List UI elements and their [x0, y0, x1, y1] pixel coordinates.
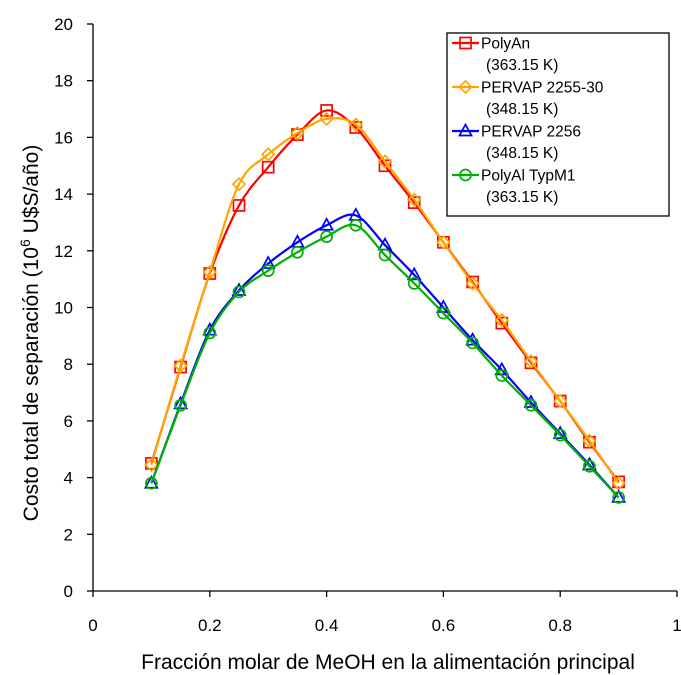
data-point-marker — [320, 104, 333, 117]
y-axis-title-part2: U$S/año) — [20, 145, 43, 240]
data-point-marker — [378, 248, 392, 262]
data-point-marker — [349, 218, 363, 232]
y-axis-title: Costo total de separación (106 U$S/año) — [17, 145, 43, 522]
data-point-marker — [173, 395, 189, 410]
x-tick-label: 0 — [88, 616, 97, 635]
x-axis-title: Fracción molar de MeOH en la alimentació… — [141, 651, 635, 674]
x-tick-label: 0.8 — [548, 616, 572, 635]
legend-entry: PolyAn (363.15 K) — [452, 36, 558, 74]
y-tick-label: 4 — [64, 469, 73, 488]
x-tick-label: 0.2 — [198, 616, 222, 635]
data-point-marker — [290, 125, 305, 141]
data-point-marker — [319, 217, 335, 231]
legend-marker — [459, 168, 472, 182]
series-line — [150, 223, 620, 499]
y-axis-title-part1: Costo total de separación (10 — [20, 247, 43, 521]
data-point-marker — [261, 264, 275, 277]
data-point-marker — [231, 176, 247, 192]
legend: PolyAn (363.15 K) PERVAP 2255-30 (348.15 K)… — [446, 32, 670, 217]
legend-sublabel: (363.15 K) — [486, 57, 558, 74]
data-point-marker — [406, 266, 422, 281]
x-tick-label: 0.4 — [315, 616, 339, 635]
data-point-marker — [436, 235, 451, 250]
x-tick-label: 1 — [672, 616, 681, 635]
legend-label: PolyAl TypM1 — [481, 168, 575, 185]
legend-entry: PERVAP 2256 (348.15 K) — [452, 122, 581, 162]
data-point-marker — [552, 393, 568, 409]
data-point-marker — [523, 354, 539, 369]
legend-entry: PolyAl TypM1 (363.15 K) — [452, 168, 575, 206]
y-tick-label: 10 — [54, 299, 73, 318]
data-point-marker — [582, 433, 597, 448]
data-point-marker — [349, 121, 363, 134]
legend-sublabel: (363.15 K) — [486, 189, 558, 206]
y-axis-title-superscript: 6 — [17, 239, 33, 247]
chart-axes — [87, 23, 678, 597]
series-line — [150, 117, 620, 484]
data-point-marker — [407, 277, 421, 290]
data-point-marker — [320, 230, 333, 243]
data-point-marker — [494, 313, 510, 328]
legend-entry: PERVAP 2255-30 (348.15 K) — [452, 79, 604, 118]
y-tick-label: 0 — [64, 582, 73, 601]
data-point-marker — [466, 336, 479, 350]
data-point-marker — [145, 476, 158, 490]
data-point-marker — [173, 358, 188, 373]
data-point-marker — [261, 160, 275, 174]
data-point-marker — [495, 316, 509, 330]
legend-box — [446, 32, 670, 217]
legend-sublabel: (348.15 K) — [486, 101, 558, 118]
data-point-marker — [232, 285, 246, 299]
y-tick-label: 18 — [54, 72, 73, 91]
data-point-marker — [291, 245, 304, 259]
data-point-marker — [495, 369, 509, 382]
data-point-marker — [612, 491, 625, 504]
data-point-marker — [407, 196, 421, 209]
tick-labels: 0 2 4 6 8 10 12 14 16 18 20 0 0.2 0.4 0.6 0.8 1 — [54, 15, 681, 635]
data-point-marker — [465, 276, 480, 291]
data-point-marker — [553, 428, 567, 442]
series-line — [150, 213, 620, 499]
legend-sublabel: (348.15 K) — [486, 145, 558, 162]
data-point-marker — [524, 398, 538, 412]
data-point-marker — [583, 459, 596, 473]
y-tick-label: 12 — [54, 242, 73, 261]
data-point-marker — [143, 474, 159, 489]
legend-marker — [459, 36, 472, 50]
series-layer — [143, 104, 627, 504]
legend-label: PolyAn — [481, 36, 530, 53]
y-tick-label: 14 — [54, 185, 73, 204]
data-point-marker — [203, 326, 217, 340]
data-point-marker — [611, 489, 627, 503]
series-polyal-typm1 — [145, 218, 625, 504]
data-point-marker — [319, 111, 334, 127]
legend-marker — [458, 122, 473, 137]
x-tick-label: 0.6 — [432, 616, 456, 635]
y-tick-label: 6 — [64, 412, 73, 431]
data-point-marker — [232, 199, 246, 212]
legend-label: PERVAP 2255-30 — [481, 80, 604, 97]
y-tick-label: 2 — [64, 525, 73, 544]
data-point-marker — [377, 154, 393, 169]
data-point-marker — [437, 306, 450, 320]
y-tick-label: 16 — [54, 128, 73, 147]
y-tick-label: 20 — [54, 15, 73, 34]
data-point-marker — [260, 147, 276, 162]
legend-marker — [458, 79, 473, 95]
data-point-marker — [260, 255, 276, 269]
data-point-marker — [348, 117, 364, 132]
data-point-marker — [174, 398, 187, 412]
y-tick-label: 8 — [64, 355, 73, 374]
data-point-marker — [144, 457, 159, 473]
data-point-marker — [202, 264, 218, 280]
data-point-marker — [406, 192, 422, 207]
legend-label: PERVAP 2256 — [481, 124, 581, 141]
